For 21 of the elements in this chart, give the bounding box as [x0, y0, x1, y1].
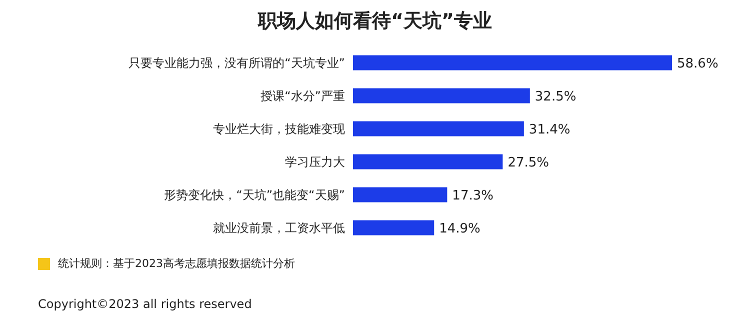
y-tick-label: 形势变化快，“天坑”也能变“天赐” — [164, 188, 345, 202]
bar — [353, 121, 524, 136]
y-tick-label: 就业没前景，工资水平低 — [213, 220, 345, 235]
bar — [353, 55, 672, 70]
bar — [353, 154, 503, 170]
data-label: 58.6% — [677, 56, 718, 72]
y-tick-label: 只要专业能力强，没有所谓的“天坑专业” — [128, 56, 345, 70]
data-label: 14.9% — [439, 221, 480, 236]
y-tick-label: 学习压力大 — [285, 154, 345, 169]
data-label: 31.4% — [528, 122, 570, 138]
text: Copyright©2023 all rights reserved — [38, 297, 253, 311]
text: 统计规则：基于2023高考志愿填报数据统计分析 — [58, 256, 295, 271]
bar — [353, 88, 530, 104]
y-tick-label: 专业烂大街，技能难变现 — [213, 122, 345, 136]
data-label: 17.3% — [452, 188, 494, 204]
chart-title: 职场人如何看待“天坑”专业 — [256, 9, 493, 34]
bar — [353, 187, 448, 202]
bar — [353, 220, 434, 236]
data-label: 27.5% — [508, 155, 550, 170]
data-label: 32.5% — [534, 89, 576, 104]
y-tick-label: 授课“水分”严重 — [260, 88, 345, 103]
